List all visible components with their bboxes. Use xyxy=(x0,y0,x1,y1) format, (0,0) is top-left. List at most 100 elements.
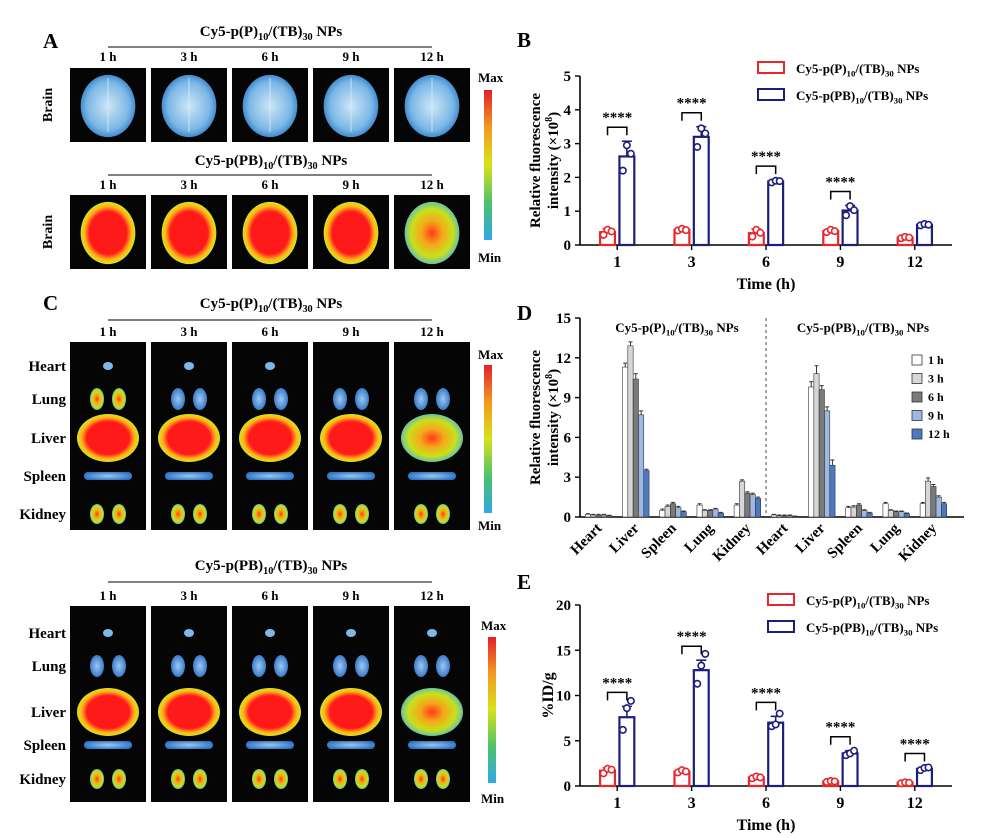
time-label: 12 h xyxy=(420,588,444,603)
bar-6h xyxy=(707,510,714,518)
data-point xyxy=(618,166,627,175)
bar-3h xyxy=(925,480,932,518)
bar-3h xyxy=(850,506,857,518)
time-label: 6 h xyxy=(262,49,280,64)
bar-9h xyxy=(861,510,868,518)
organ-spleen xyxy=(408,741,456,749)
subscript: 30 xyxy=(302,32,312,43)
organ-liver xyxy=(77,414,139,462)
data-point xyxy=(924,220,933,229)
x-tick-label: Liver xyxy=(793,520,829,556)
data-point xyxy=(607,765,616,774)
subscript: 10 xyxy=(258,304,268,315)
title-part: Cy5-p(PB) xyxy=(806,620,865,635)
organ-spleen xyxy=(408,472,456,480)
legend-swatch xyxy=(911,373,923,384)
subscript: 30 xyxy=(885,68,894,78)
legend-swatch xyxy=(767,620,795,633)
organ-lung-right xyxy=(355,388,369,410)
x-tick-label: 12 xyxy=(907,795,923,812)
organ-label: Spleen xyxy=(23,738,66,754)
organ-liver xyxy=(239,688,301,736)
time-label: 3 h xyxy=(181,49,199,64)
panel-label-e: E xyxy=(517,570,531,594)
data-point xyxy=(756,228,765,237)
organ-kidney-left xyxy=(252,504,266,524)
bar-3h xyxy=(701,510,708,518)
subscript: 30 xyxy=(307,161,317,172)
bar-1h xyxy=(845,507,852,518)
organ-lung-left xyxy=(252,388,266,410)
organ-heart xyxy=(265,629,275,637)
subscript: 10 xyxy=(855,95,864,105)
time-label: 3 h xyxy=(181,324,199,339)
organ-lung-left xyxy=(414,655,428,677)
bar-pb xyxy=(767,180,785,247)
organ-kidney-right xyxy=(274,504,288,524)
title-part: NPs xyxy=(903,88,929,103)
y-tick-label: 4 xyxy=(564,103,572,119)
organ-label: Kidney xyxy=(19,772,66,788)
legend-swatch xyxy=(757,88,785,101)
bar-9h xyxy=(675,507,682,518)
title-part: /(TB) xyxy=(267,24,302,40)
title-part: /(TB) xyxy=(272,153,307,169)
panel-label-a: A xyxy=(43,29,59,53)
brain-signal xyxy=(404,201,460,265)
data-point xyxy=(681,226,690,235)
organ-spleen xyxy=(165,472,213,480)
subscript: 10 xyxy=(666,327,675,337)
title-part: /(TB) xyxy=(864,320,895,335)
x-tick-label: 6 xyxy=(762,795,770,812)
y-tick-label: 5 xyxy=(564,734,572,750)
bar-6h xyxy=(818,389,825,518)
title-part: Cy5-p(P) xyxy=(806,593,857,608)
organ-lung-left xyxy=(333,388,347,410)
bar-3h xyxy=(776,515,783,518)
data-point xyxy=(701,649,710,658)
data-point xyxy=(618,725,627,734)
bar-12h xyxy=(941,503,947,518)
bar-1h xyxy=(733,504,740,518)
title-part: NPs xyxy=(894,61,920,76)
data-point xyxy=(924,763,933,772)
subscript: 10 xyxy=(263,161,273,172)
title-part: Cy5-p(P) xyxy=(200,296,258,312)
y-tick-label: 15 xyxy=(556,643,571,659)
y-tick-label: 6 xyxy=(564,430,572,446)
organ-kidney-left xyxy=(414,504,428,524)
x-tick-label: Kidney xyxy=(896,520,941,565)
organ-kidney-left xyxy=(90,769,104,789)
title-part: /(TB) xyxy=(863,88,894,103)
superscript: 8 xyxy=(544,374,555,379)
y-label-part: ) xyxy=(546,369,562,374)
data-point xyxy=(842,211,851,220)
legend-label: Cy5-p(PB)10/(TB)30 NPs xyxy=(806,620,938,637)
bar-1h xyxy=(808,386,815,518)
title-part: Cy5-p(PB) xyxy=(797,320,856,335)
organ-kidney-left xyxy=(333,769,347,789)
title-part: /(TB) xyxy=(873,620,904,635)
organ-lung-right xyxy=(193,655,207,677)
title-part: Cy5-p(P) xyxy=(200,24,258,40)
legend-swatch xyxy=(757,61,785,74)
data-point xyxy=(622,141,631,150)
time-label: 9 h xyxy=(343,588,361,603)
data-point xyxy=(775,177,784,186)
organ-liver xyxy=(77,688,139,736)
bar-12h xyxy=(643,470,650,518)
organ-lung-left xyxy=(171,388,185,410)
y-label-part: intensity (×10 xyxy=(546,122,562,209)
organ-liver xyxy=(401,414,463,462)
group-title-c: Cy5-p(PB)10/(TB)30 NPs xyxy=(195,558,348,577)
bar-3h xyxy=(739,480,746,518)
subscript: 10 xyxy=(258,32,268,43)
y-tick-label: 15 xyxy=(556,311,571,327)
colorbar-c1 xyxy=(484,365,492,513)
brain-signal xyxy=(80,201,136,265)
y-tick-label: 9 xyxy=(564,391,572,407)
group-title-c: Cy5-p(P)10/(TB)30 NPs xyxy=(200,296,343,315)
data-point xyxy=(626,696,635,705)
